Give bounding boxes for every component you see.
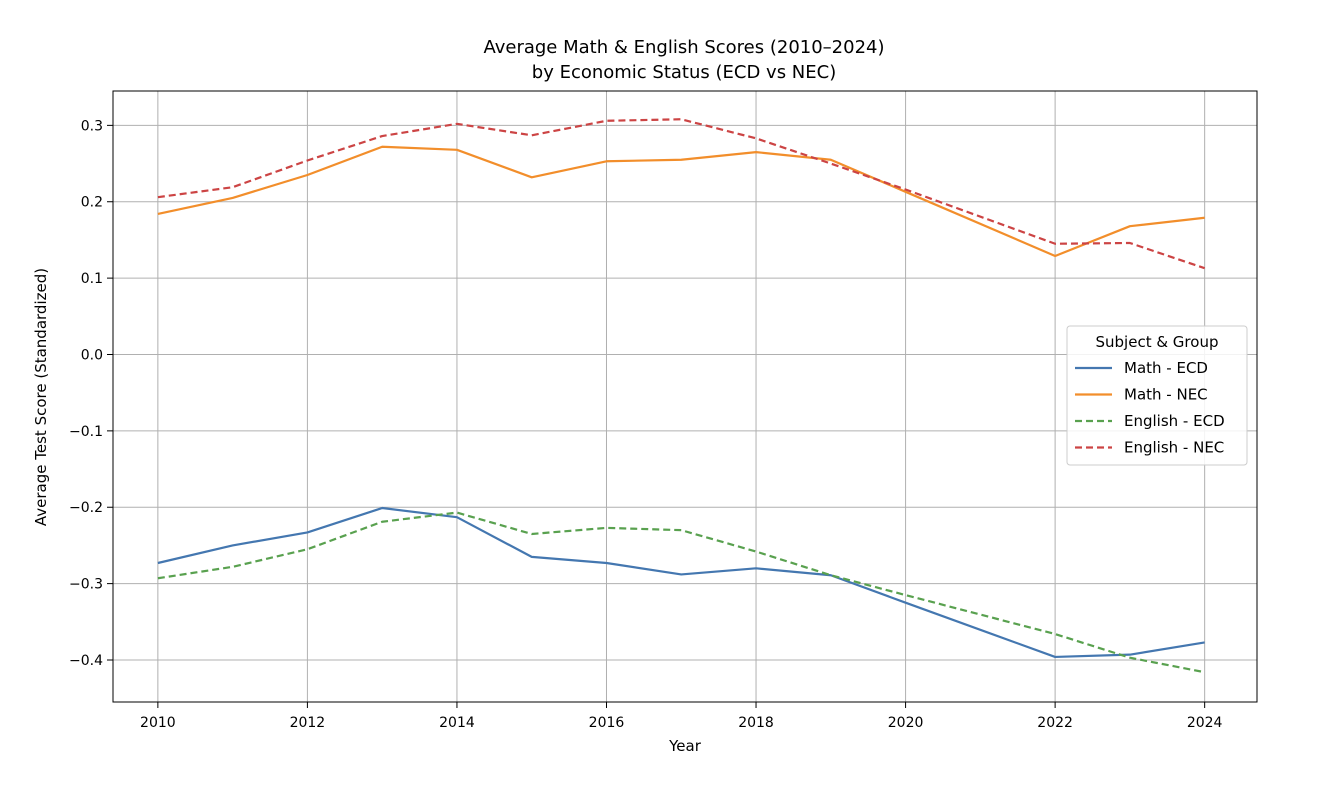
x-tick-label: 2018 <box>738 715 774 731</box>
x-tick-label: 2016 <box>589 715 625 731</box>
x-tick-label: 2020 <box>888 715 924 731</box>
series-line-math-nec <box>157 145 1205 258</box>
chart-title: Average Math & English Scores (2010–2024… <box>483 37 884 58</box>
legend-label: English - NEC <box>1124 439 1224 457</box>
legend-entries: Math - ECD Math - NEC English - ECD English… <box>1075 359 1225 457</box>
y-tick-label: 0.0 <box>81 347 103 363</box>
legend: Subject & Group Math - ECD Math - NEC Engl… <box>1066 325 1248 466</box>
legend-box <box>1066 325 1248 466</box>
series-line-english-nec <box>157 118 1206 270</box>
y-axis-ticks: 0.3 0.2 0.1 0.0 −0.1 −0.2 −0.3 −0.4 <box>69 118 113 669</box>
y-tick-label: 0.2 <box>81 195 103 211</box>
x-axis-ticks: 2010 2012 2014 2016 2018 2020 2022 2024 <box>140 702 1223 731</box>
series-line-math-ecd <box>157 506 1205 659</box>
y-tick-label: −0.1 <box>69 424 103 440</box>
y-axis-label: Average Test Score (Standardized) <box>32 268 50 526</box>
y-tick-label: 0.3 <box>81 118 103 134</box>
legend-label: Math - ECD <box>1124 359 1208 377</box>
chart-subtitle: by Economic Status (ECD vs NEC) <box>532 62 836 83</box>
y-tick-label: −0.3 <box>69 577 103 593</box>
grid <box>113 91 1257 702</box>
legend-label: English - ECD <box>1124 412 1225 430</box>
legend-entry-english-nec: English - NEC <box>1075 439 1224 457</box>
series-line-english-ecd <box>157 511 1205 674</box>
x-tick-label: 2014 <box>439 715 475 731</box>
legend-entry-english-ecd: English - ECD <box>1075 412 1225 430</box>
legend-entry-math-nec: Math - NEC <box>1075 386 1208 404</box>
x-tick-label: 2022 <box>1037 715 1073 731</box>
x-tick-label: 2024 <box>1187 715 1223 731</box>
x-tick-label: 2010 <box>140 715 176 731</box>
x-tick-label: 2012 <box>290 715 326 731</box>
series-lines <box>157 118 1206 674</box>
plot-frame <box>112 90 1258 703</box>
y-tick-label: −0.4 <box>69 653 103 669</box>
legend-entry-math-ecd: Math - ECD <box>1075 359 1208 377</box>
legend-title: Subject & Group <box>1096 333 1219 351</box>
y-tick-label: 0.1 <box>81 271 103 287</box>
y-tick-label: −0.2 <box>69 500 103 516</box>
x-axis-label: Year <box>668 737 702 755</box>
legend-label: Math - NEC <box>1124 386 1208 404</box>
